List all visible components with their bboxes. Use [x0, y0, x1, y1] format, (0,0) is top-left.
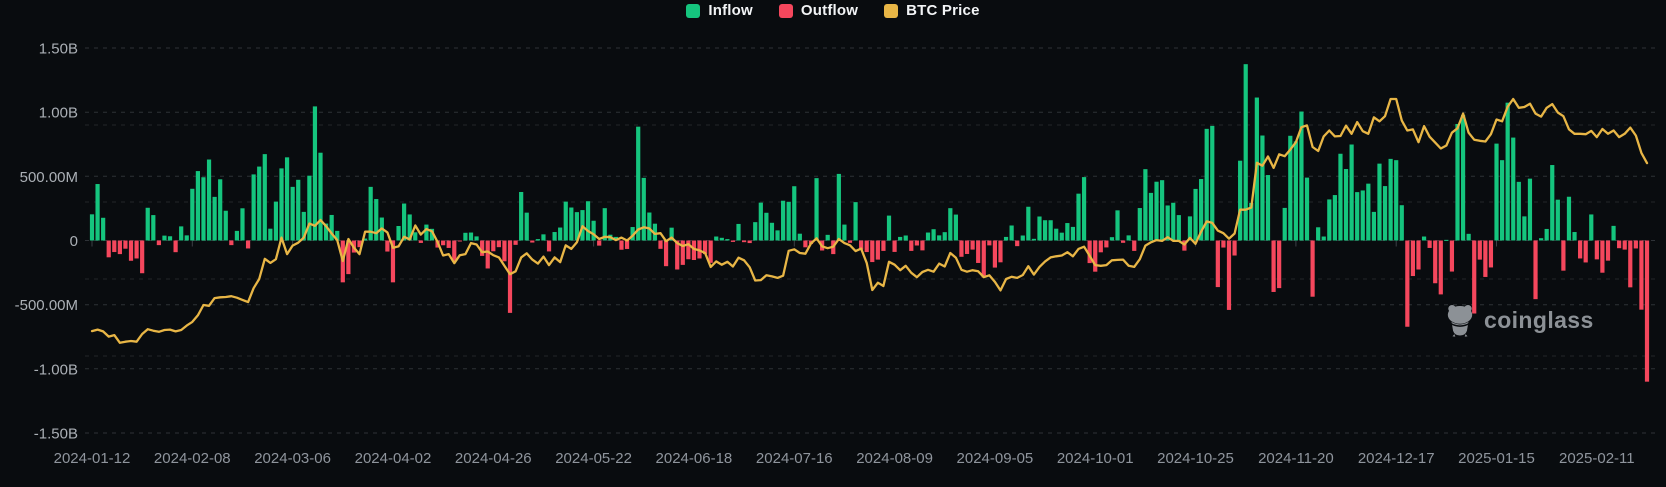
svg-text:2024-07-16: 2024-07-16: [756, 450, 833, 467]
legend-label-outflow: Outflow: [800, 2, 859, 19]
x-axis-labels: 2024-01-12 2024-02-08 2024-03-06 2024-04-02…: [54, 240, 1635, 467]
svg-text:2024-09-05: 2024-09-05: [957, 450, 1034, 467]
flow-bars: [89, 64, 1650, 382]
legend-label-inflow: Inflow: [708, 2, 753, 19]
coinglass-watermark: coinglass: [1445, 303, 1594, 337]
svg-text:2024-04-26: 2024-04-26: [455, 450, 532, 467]
svg-text:2024-04-02: 2024-04-02: [355, 450, 432, 467]
legend-label-btc-price: BTC Price: [906, 2, 980, 19]
svg-text:2024-11-20: 2024-11-20: [1258, 450, 1334, 467]
svg-text:1.50B: 1.50B: [39, 41, 78, 58]
coinglass-bear-icon: [1447, 305, 1473, 337]
svg-text:2024-01-12: 2024-01-12: [54, 450, 131, 467]
svg-text:0: 0: [70, 233, 78, 250]
svg-text:-1.50B: -1.50B: [34, 426, 78, 443]
legend-item-btc-price[interactable]: BTC Price: [884, 2, 980, 19]
legend-item-outflow[interactable]: Outflow: [778, 2, 859, 19]
svg-text:2025-01-15: 2025-01-15: [1458, 450, 1535, 467]
svg-text:2024-08-09: 2024-08-09: [856, 450, 933, 467]
svg-text:2024-10-25: 2024-10-25: [1157, 450, 1234, 467]
svg-text:2024-12-17: 2024-12-17: [1358, 450, 1435, 467]
inflow-swatch-icon: [686, 3, 701, 18]
svg-text:2024-06-18: 2024-06-18: [656, 450, 733, 467]
svg-text:-1.00B: -1.00B: [34, 361, 78, 378]
svg-text:500.00M: 500.00M: [20, 169, 78, 186]
outflow-swatch-icon: [778, 3, 793, 18]
coinglass-wordmark: coinglass: [1484, 306, 1594, 333]
svg-text:2024-02-08: 2024-02-08: [154, 450, 231, 467]
svg-text:1.00B: 1.00B: [39, 105, 78, 122]
legend-item-inflow[interactable]: Inflow: [686, 2, 753, 19]
svg-text:2025-02-11: 2025-02-11: [1559, 450, 1635, 467]
svg-text:2024-05-22: 2024-05-22: [555, 450, 632, 467]
btc-price-swatch-icon: [884, 3, 899, 18]
svg-text:2024-10-01: 2024-10-01: [1057, 450, 1134, 467]
svg-text:2024-03-06: 2024-03-06: [254, 450, 331, 467]
chart-legend: Inflow Outflow BTC Price: [0, 2, 1666, 19]
btc-price-line: [90, 97, 1649, 344]
y-axis-labels: 1.50B 1.00B 500.00M 0 -500.00M -1.00B -1.50B: [15, 41, 78, 443]
svg-text:-500.00M: -500.00M: [15, 297, 78, 314]
